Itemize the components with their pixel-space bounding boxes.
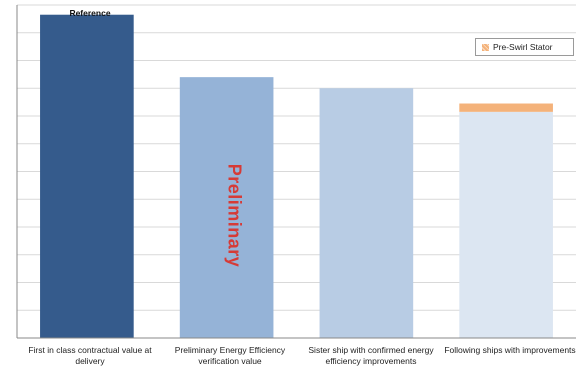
bar-3 xyxy=(319,88,414,338)
category-label-4: Following ships with improvements xyxy=(444,345,576,355)
reference-annotation: Reference xyxy=(69,8,111,18)
category-label-3: Sister ship with confirmed energy effici… xyxy=(308,345,434,366)
legend-swatch-pre-swirl-stator xyxy=(482,43,489,51)
preliminary-annotation: Preliminary xyxy=(224,163,245,268)
bar-4 xyxy=(459,111,553,339)
legend-label-pre-swirl-stator: Pre-Swirl Stator xyxy=(493,42,553,52)
bar-1 xyxy=(40,14,134,339)
bar-2 xyxy=(179,77,274,339)
category-label-1: First in class contractual value at deli… xyxy=(28,345,152,366)
bars xyxy=(40,14,553,339)
stack-pre-swirl-stator-4 xyxy=(459,103,553,112)
legend: Pre-Swirl Stator xyxy=(475,38,574,56)
category-label-2: Preliminary Energy Efficiency verificati… xyxy=(174,345,286,366)
